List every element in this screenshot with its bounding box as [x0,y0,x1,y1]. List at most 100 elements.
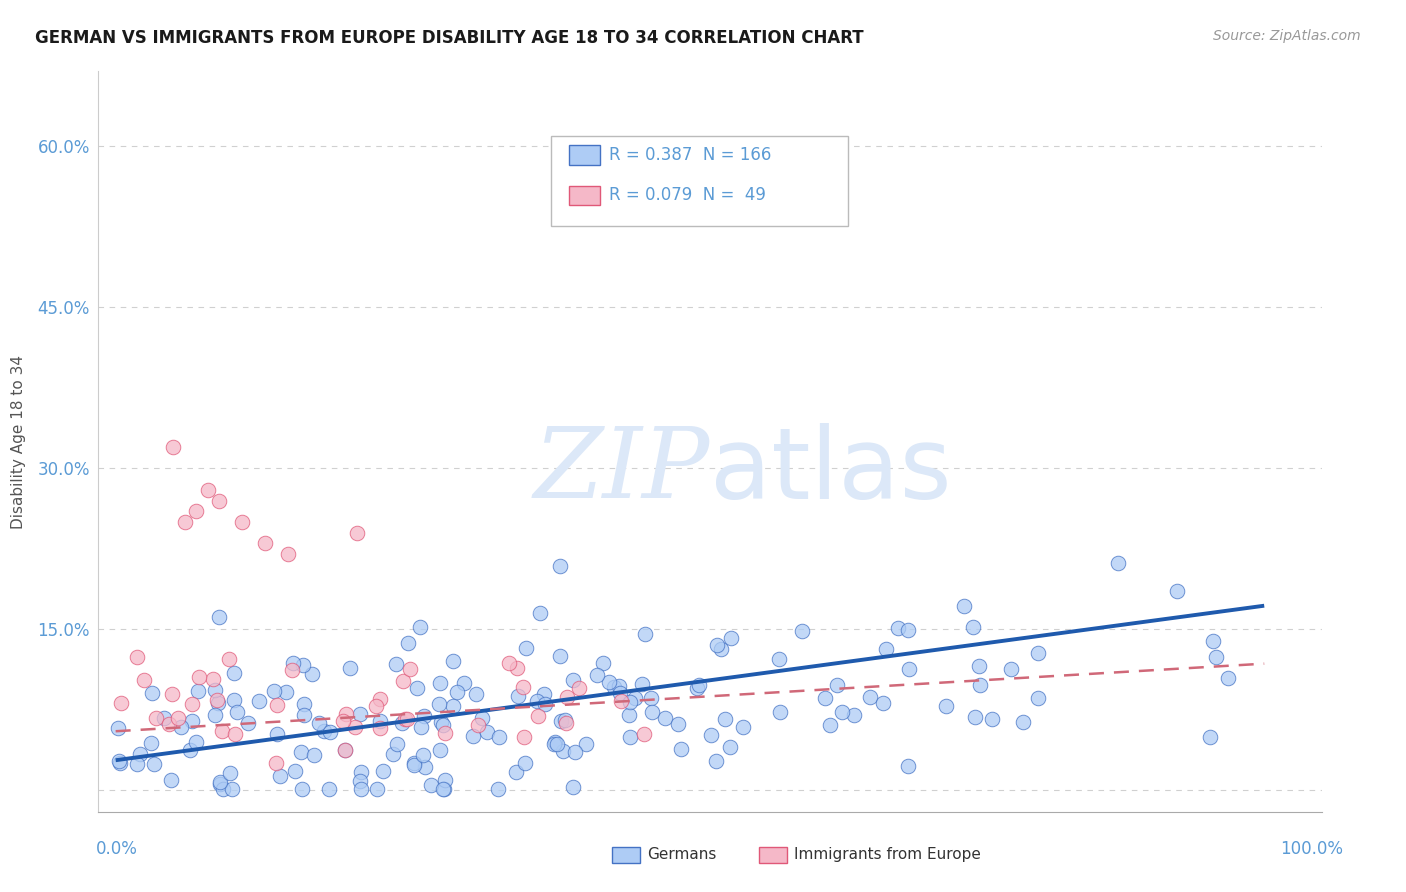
Point [143,757,166,772]
Point [173,515,195,529]
Point [344,720,367,734]
Point [290,745,312,759]
Point [555,715,578,730]
Point [433,726,456,740]
Point [441,698,464,713]
Point [568,681,591,695]
Point [395,712,418,726]
Point [181,714,204,729]
Point [301,666,323,681]
Point [141,736,163,750]
Point [634,626,657,640]
Point [385,657,408,671]
Point [630,677,652,691]
Point [221,782,243,797]
Point [486,782,509,797]
Point [527,709,550,723]
Point [471,711,494,725]
Point [391,715,413,730]
Point [209,777,232,791]
Point [406,681,429,695]
Point [318,725,340,739]
Point [339,661,361,675]
Point [714,713,737,727]
Point [603,681,626,695]
Point [368,692,391,706]
Point [110,756,132,771]
Point [202,672,225,686]
Point [207,696,229,710]
Point [141,686,163,700]
Point [162,440,184,454]
Point [402,757,425,772]
Point [706,755,728,769]
Point [371,764,394,778]
Point [1026,646,1049,660]
Point [427,697,450,711]
Point [464,687,486,701]
Point [415,760,437,774]
Point [108,754,131,768]
Point [107,721,129,735]
Point [308,715,330,730]
Point [1199,730,1222,744]
Point [280,664,302,678]
Point [553,743,575,757]
Point [266,727,288,741]
Point [969,658,991,673]
Point [529,607,551,621]
Point [1216,671,1239,685]
Point [208,774,231,789]
Point [575,738,598,752]
Point [792,624,814,638]
Point [654,711,676,725]
Text: 0.0%: 0.0% [96,840,138,858]
Point [224,727,246,741]
Point [346,525,368,540]
Point [188,670,211,684]
Point [952,599,974,613]
Point [335,743,357,757]
Point [433,782,456,797]
Text: R = 0.387  N = 166: R = 0.387 N = 166 [609,146,770,164]
Point [548,558,571,573]
Point [706,638,728,652]
Point [512,680,534,694]
Point [207,693,229,707]
Point [396,636,419,650]
Point [281,657,304,671]
Point [554,714,576,728]
Point [224,666,246,681]
Point [318,782,340,797]
Point [433,773,456,788]
Point [211,724,233,739]
Point [718,740,741,755]
Point [211,782,233,797]
Point [385,737,408,751]
Point [609,686,631,700]
Point [429,743,451,757]
Text: Germans: Germans [647,847,716,862]
Point [619,695,641,709]
Point [157,716,180,731]
Point [186,734,208,748]
Point [544,735,567,749]
Point [366,782,388,797]
Point [218,651,240,665]
Point [610,693,633,707]
Point [412,709,434,723]
Point [969,678,991,692]
Point [897,662,920,676]
Point [818,718,841,732]
Point [700,728,723,742]
Point [1205,649,1227,664]
Point [585,667,607,681]
Y-axis label: Disability Age 18 to 34: Disability Age 18 to 34 [11,354,27,529]
Text: ZIP: ZIP [534,424,710,519]
Point [897,759,920,773]
Point [429,675,451,690]
Point [1166,584,1188,599]
Point [858,690,880,704]
Point [125,650,148,665]
Point [208,493,231,508]
